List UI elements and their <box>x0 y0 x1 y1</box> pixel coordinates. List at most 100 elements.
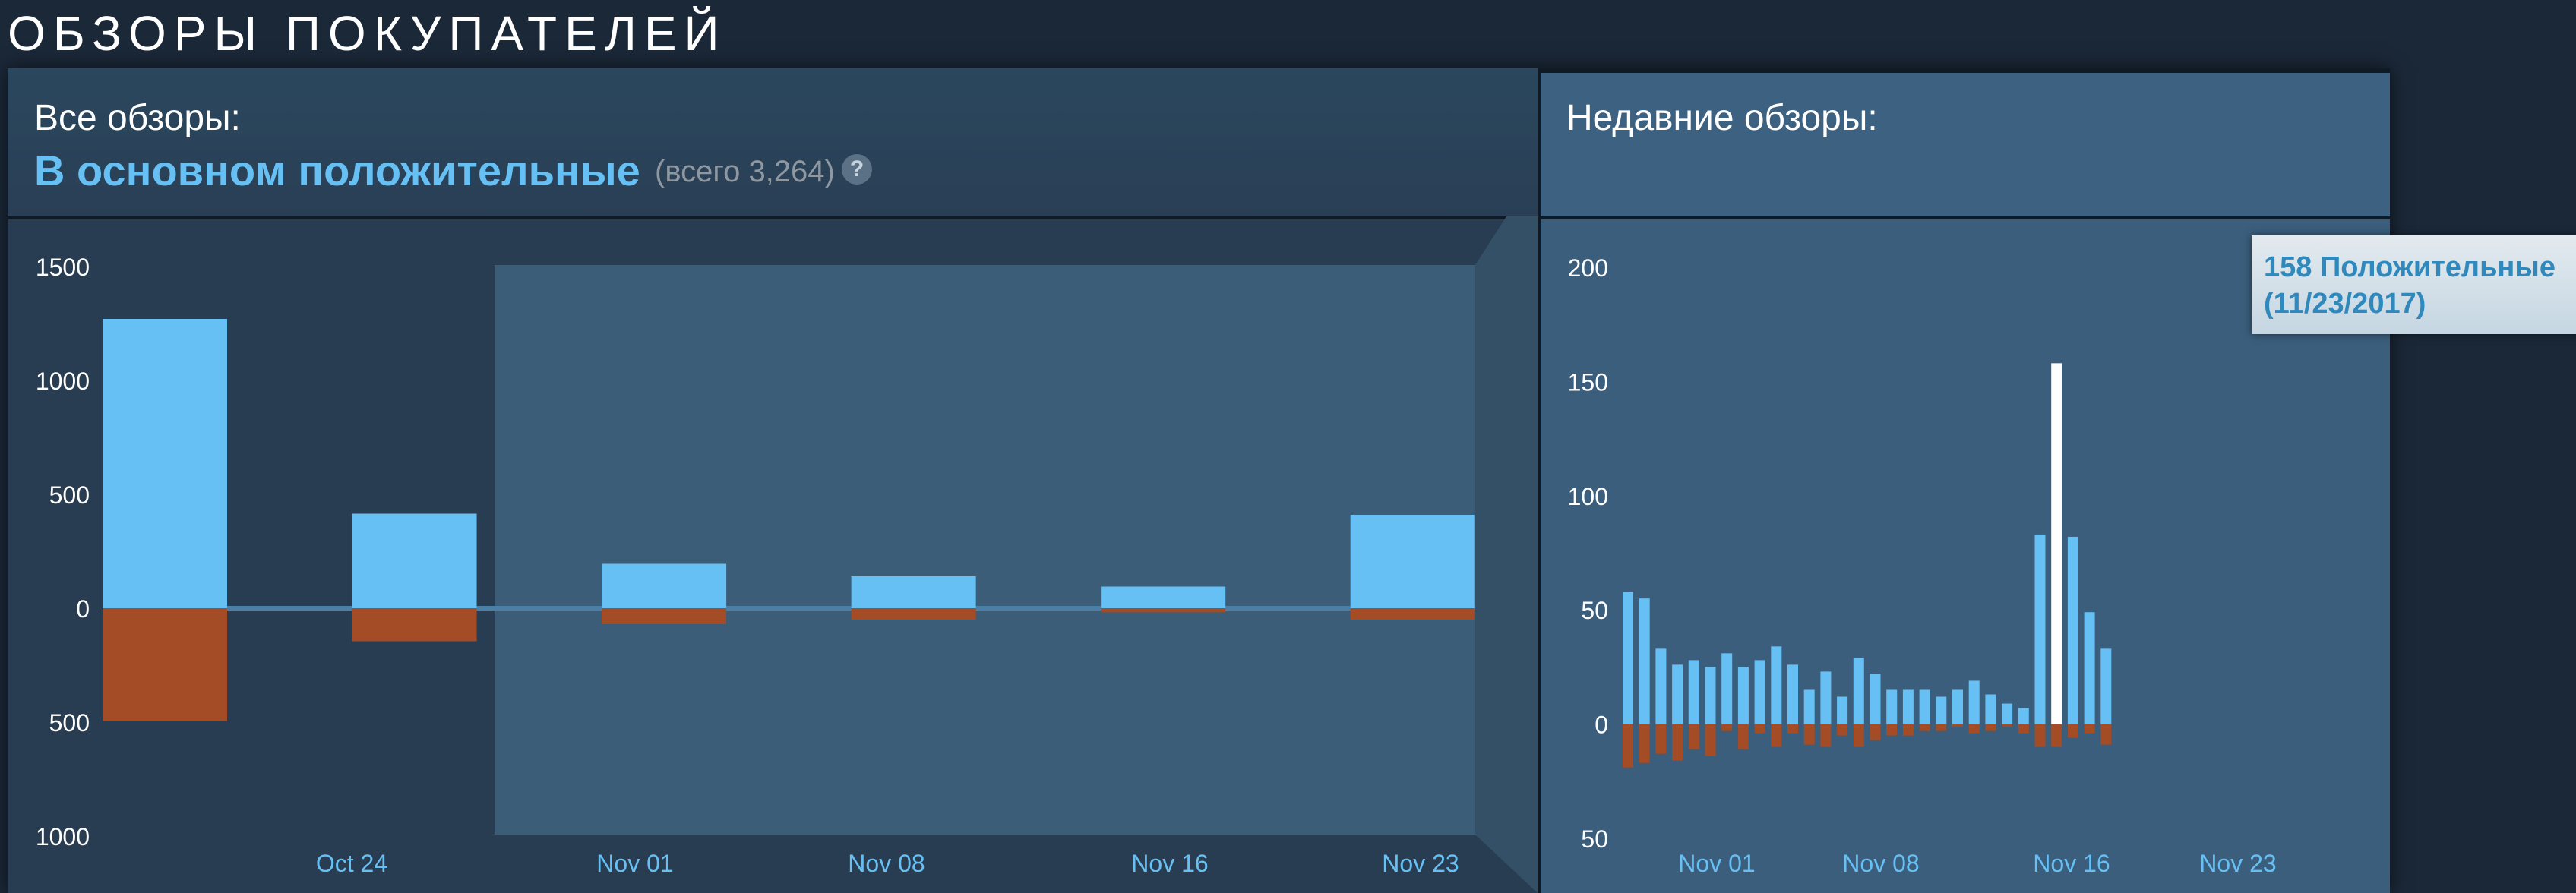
section-title: ОБЗОРЫ ПОКУПАТЕЛЕЙ <box>8 6 727 61</box>
positive-bar <box>2002 703 2013 724</box>
negative-bar <box>1721 724 1733 731</box>
positive-bar <box>1985 694 1996 724</box>
positive-bar <box>2034 534 2046 724</box>
positive-bar <box>2067 536 2078 724</box>
y-tick-label: 1000 <box>36 823 90 850</box>
overall-histogram: 1500 1000 500 0 500 1000 Oct 24 Nov 01 Nov 08 Nov… <box>36 254 1475 877</box>
bar-tooltip: 158 Положительные (11/23/2017) <box>2252 235 2576 334</box>
x-tick-label: Nov 01 <box>1678 850 1755 877</box>
positive-bar <box>2100 648 2112 724</box>
negative-bar <box>1936 724 1947 731</box>
positive-bar <box>1737 667 1749 724</box>
y-tick-label: 0 <box>1595 712 1608 739</box>
x-tick-label: Nov 16 <box>2033 850 2110 877</box>
x-tick-label: Nov 23 <box>2199 850 2276 877</box>
y-tick-label: 100 <box>1568 483 1608 510</box>
highlighted-positive-bar <box>2051 363 2062 724</box>
y-tick-label: 500 <box>49 481 90 509</box>
negative-bar <box>1787 724 1798 734</box>
positive-bar <box>1853 658 1864 724</box>
positive-bar <box>2018 708 2029 724</box>
positive-bar <box>1771 646 1782 724</box>
overall-header-bg <box>8 68 1538 216</box>
y-tick-label: 1500 <box>36 254 90 281</box>
negative-bar <box>1754 724 1765 734</box>
recent-chart-bg <box>1541 219 2390 893</box>
negative-bar <box>1968 724 1980 734</box>
positive-bar <box>1787 664 1798 724</box>
negative-bar <box>2051 724 2062 747</box>
positive-bar <box>352 513 477 608</box>
negative-bar <box>1655 724 1667 754</box>
recent-header-bg <box>1541 73 2390 216</box>
positive-bar <box>1837 696 1848 724</box>
negative-bar <box>1705 724 1716 756</box>
y-tick-label: 500 <box>49 709 90 737</box>
positive-bar <box>103 319 227 608</box>
positive-bar <box>1902 689 1914 724</box>
negative-bar <box>1101 608 1226 613</box>
y-tick-label: 150 <box>1568 368 1608 396</box>
negative-bar <box>1902 724 1914 736</box>
negative-bar <box>2067 724 2078 738</box>
positive-bar <box>1623 592 1633 724</box>
negative-bar <box>2084 724 2095 734</box>
y-tick-label: 200 <box>1568 254 1608 282</box>
recent-histogram: 200 150 100 50 0 50 Nov 01 Nov 08 Nov 16 Nov 23 <box>1568 254 2277 877</box>
negative-bar <box>1820 724 1832 747</box>
positive-bar <box>1820 671 1832 724</box>
y-tick-label: 0 <box>76 595 90 623</box>
negative-bar <box>1737 724 1749 749</box>
x-tick-label: Nov 08 <box>848 850 925 877</box>
positive-bar <box>1101 586 1226 608</box>
negative-bar <box>1919 724 1930 731</box>
negative-bar <box>1688 724 1699 749</box>
positive-bar <box>1672 664 1683 724</box>
positive-bar <box>1754 660 1765 724</box>
x-tick-label: Nov 08 <box>1842 850 1919 877</box>
tooltip-text: 158 Положительные (11/23/2017) <box>2264 251 2555 320</box>
positive-bar <box>1350 515 1475 608</box>
overall-review-count: (всего 3,264) <box>655 155 835 188</box>
positive-bar <box>1721 653 1733 724</box>
positive-bar <box>1705 667 1716 724</box>
negative-bar <box>1350 608 1475 620</box>
y-tick-label: 50 <box>1581 597 1608 624</box>
positive-bar <box>2084 612 2095 724</box>
negative-bar <box>1870 724 1881 740</box>
negative-bar <box>1639 724 1650 763</box>
recent-reviews-label: Недавние обзоры: <box>1566 98 1878 138</box>
overall-reviews-label: Все обзоры: <box>34 98 241 138</box>
negative-bar <box>1985 724 1996 731</box>
positive-bar <box>851 576 976 608</box>
positive-bar <box>1639 598 1650 724</box>
overall-review-summary[interactable]: В основном положительные <box>34 147 640 194</box>
negative-bar <box>1771 724 1782 747</box>
positive-bar <box>1886 689 1898 724</box>
negative-bar <box>2100 724 2112 745</box>
negative-bar <box>1853 724 1864 747</box>
zoom-connector <box>1475 216 1538 893</box>
positive-bar <box>1936 696 1947 724</box>
x-tick-label: Nov 01 <box>596 850 673 877</box>
x-tick-label: Nov 16 <box>1131 850 1208 877</box>
x-tick-label: Nov 23 <box>1382 850 1459 877</box>
negative-bar <box>352 608 477 642</box>
positive-bar <box>1688 660 1699 724</box>
negative-bar <box>1803 724 1815 745</box>
y-tick-label: 50 <box>1581 825 1608 853</box>
question-mark-icon[interactable]: ? <box>842 154 872 185</box>
positive-bar <box>1968 680 1980 724</box>
negative-bar <box>103 608 227 721</box>
negative-bar <box>1952 724 1963 727</box>
negative-bar <box>1623 724 1633 768</box>
negative-bar <box>2034 724 2046 747</box>
positive-bar <box>1952 689 1963 724</box>
negative-bar <box>1672 724 1683 761</box>
positive-bar <box>1919 689 1930 724</box>
negative-bar <box>1837 724 1848 736</box>
negative-bar <box>2018 724 2029 734</box>
negative-bar <box>1886 724 1898 736</box>
positive-bar <box>1655 648 1667 724</box>
